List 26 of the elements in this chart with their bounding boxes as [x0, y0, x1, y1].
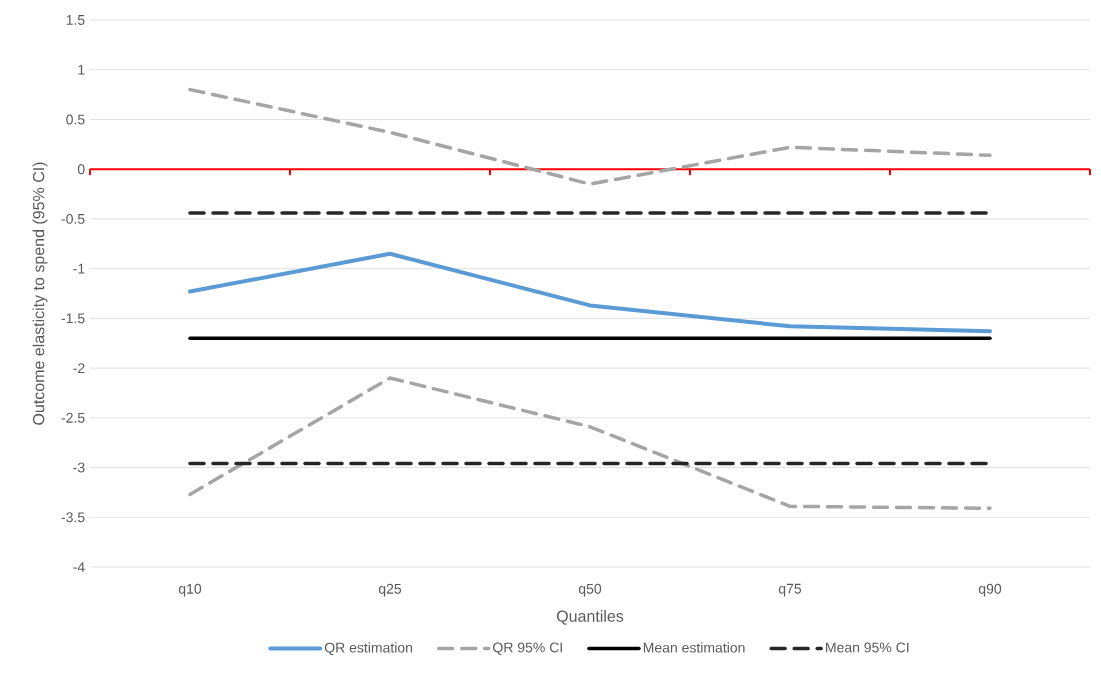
x-tick-label: q90 — [978, 583, 1002, 597]
y-tick-label: 0.5 — [66, 114, 85, 125]
legend-label: QR 95% CI — [493, 642, 562, 655]
line-series — [188, 87, 992, 186]
x-tick-label: q10 — [178, 583, 202, 597]
x-axis-title: Quantiles — [556, 610, 624, 625]
x-tick-label: q25 — [378, 583, 402, 597]
legend-label: Mean 95% CI — [826, 642, 909, 653]
x-tick-label: q75 — [778, 583, 802, 597]
legend-label: QR estimation — [324, 642, 413, 656]
y-tick-label: -3.5 — [61, 512, 85, 523]
y-tick-label: -1.5 — [61, 313, 85, 324]
line-series — [188, 251, 992, 334]
legend-label: Mean estimation — [643, 642, 745, 653]
y-tick-label: -2.5 — [61, 412, 85, 423]
x-tick-label: q50 — [578, 583, 602, 597]
y-tick-label: 1.5 — [66, 15, 85, 25]
y-tick-label: -3 — [73, 462, 85, 473]
y-axis-title: Outcome elasticity to spend (95% CI) — [32, 162, 48, 425]
y-tick-label: -0.5 — [61, 213, 85, 224]
y-tick-label: -2 — [73, 363, 85, 373]
y-tick-label: -1 — [73, 263, 85, 274]
y-tick-label: 1 — [78, 64, 85, 75]
y-tick-label: -4 — [73, 562, 85, 572]
y-tick-label: 0 — [77, 164, 85, 175]
line-series — [188, 376, 992, 511]
